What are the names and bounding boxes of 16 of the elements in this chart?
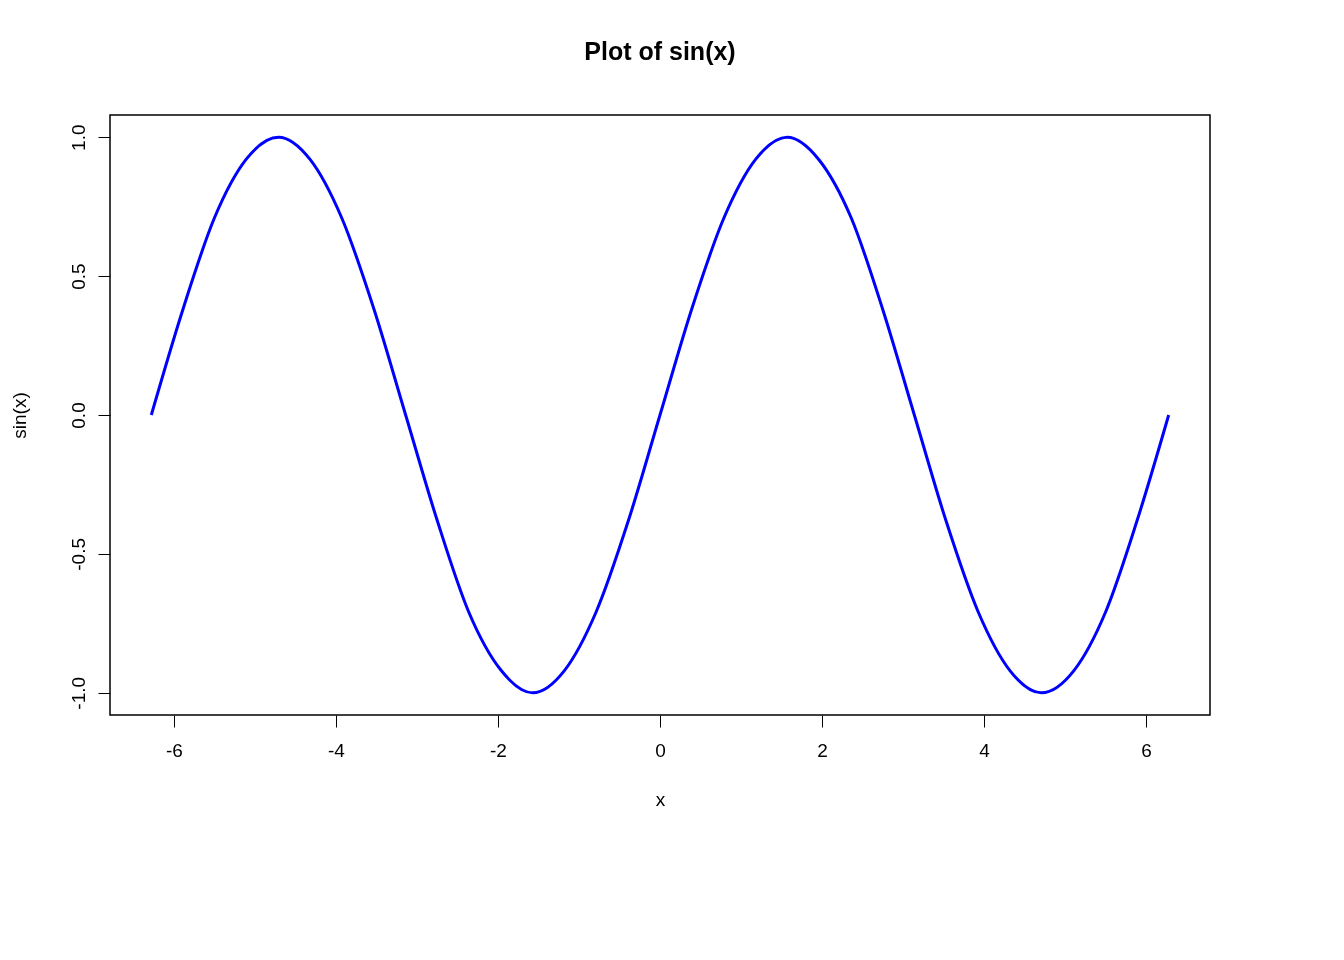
chart-title: Plot of sin(x)	[584, 37, 736, 65]
y-axis-title: sin(x)	[8, 392, 30, 439]
x-tick-label: 0	[655, 739, 666, 761]
x-axis-title: x	[655, 788, 666, 810]
x-tick-label: -6	[166, 739, 183, 761]
y-tick-label: 0.5	[67, 263, 89, 290]
y-tick-label: -1.0	[67, 676, 89, 710]
y-tick-label: 1.0	[67, 124, 89, 151]
x-tick-label: -4	[328, 739, 346, 761]
x-tick-label: 6	[1141, 739, 1152, 761]
x-tick-label: -2	[490, 739, 507, 761]
y-tick-label: -0.5	[67, 538, 89, 571]
y-tick-label: 0.0	[67, 402, 89, 429]
line-series	[149, 135, 1171, 695]
x-tick-label: 2	[817, 739, 828, 761]
x-tick-label: 4	[979, 739, 991, 761]
